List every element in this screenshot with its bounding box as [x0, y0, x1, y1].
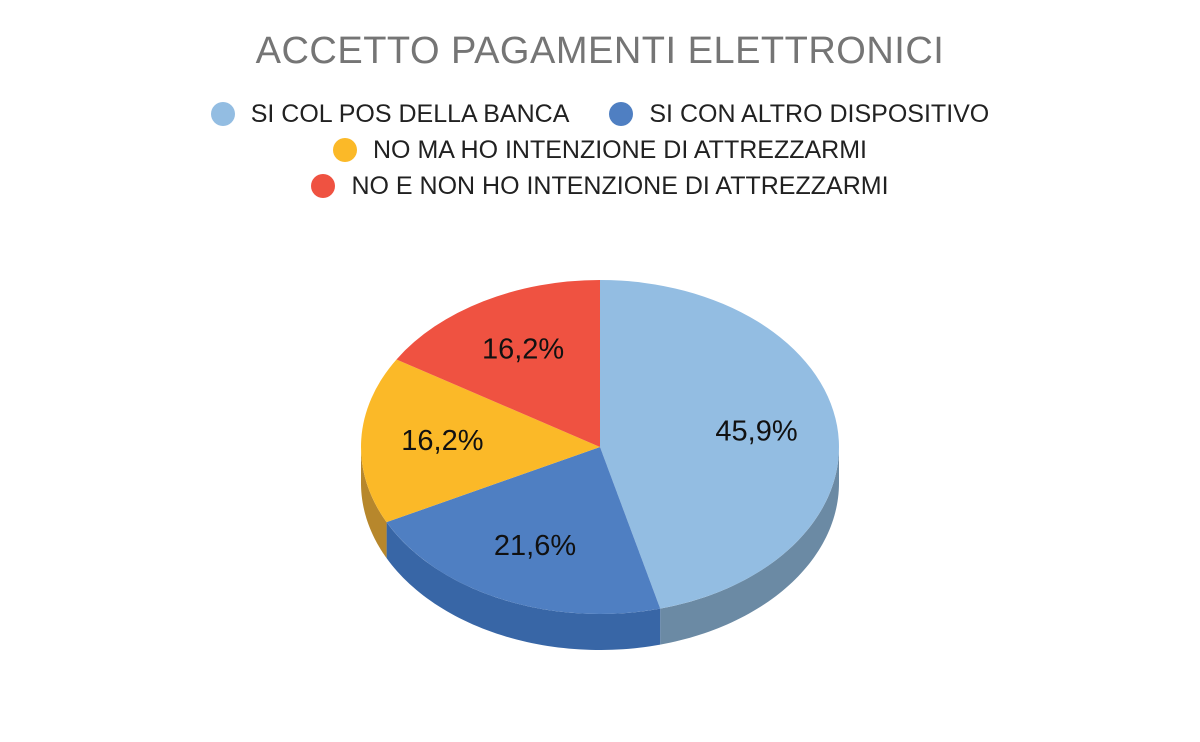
pie-side-wall: [660, 447, 839, 645]
legend-swatch: [333, 138, 357, 162]
legend-row: NO MA HO INTENZIONE DI ATTREZZARMI: [0, 132, 1200, 168]
pie-slice[interactable]: [360, 359, 600, 523]
slice-data-label: 16,2%: [401, 425, 483, 457]
legend-row: NO E NON HO INTENZIONE DI ATTREZZARMI: [0, 168, 1200, 204]
pie-side-wall: [386, 522, 661, 650]
legend-label: NO E NON HO INTENZIONE DI ATTREZZARMI: [351, 171, 889, 200]
pie-slice[interactable]: [396, 279, 600, 447]
chart-title: ACCETTO PAGAMENTI ELETTRONICI: [255, 30, 945, 72]
pie-slice[interactable]: [600, 280, 839, 609]
legend-item-no-ma-intenzione[interactable]: NO MA HO INTENZIONE DI ATTREZZARMI: [333, 136, 867, 165]
slice-data-label: 45,9%: [715, 416, 797, 448]
legend-swatch: [210, 102, 235, 126]
slice-data-label: 16,2%: [482, 333, 564, 365]
legend-label: NO MA HO INTENZIONE DI ATTREZZARMI: [373, 135, 867, 164]
pie-slice[interactable]: [386, 447, 661, 614]
legend-label: SI CON ALTRO DISPOSITIVO: [649, 99, 990, 128]
pie-sides: [361, 447, 839, 650]
slice-data-label: 21,6%: [494, 530, 576, 562]
legend-swatch: [609, 102, 634, 126]
legend-row: SI COL POS DELLA BANCA SI CON ALTRO DISP…: [0, 96, 1200, 132]
chart-legend: SI COL POS DELLA BANCA SI CON ALTRO DISP…: [0, 96, 1200, 204]
legend-item-si-altro-dispositivo[interactable]: SI CON ALTRO DISPOSITIVO: [609, 100, 989, 129]
pie-side-wall: [361, 447, 387, 559]
legend-swatch: [311, 174, 336, 198]
legend-item-no-non-intenzione[interactable]: NO E NON HO INTENZIONE DI ATTREZZARMI: [311, 171, 889, 201]
legend-label: SI COL POS DELLA BANCA: [250, 99, 570, 128]
legend-item-si-col-pos[interactable]: SI COL POS DELLA BANCA: [210, 99, 570, 129]
